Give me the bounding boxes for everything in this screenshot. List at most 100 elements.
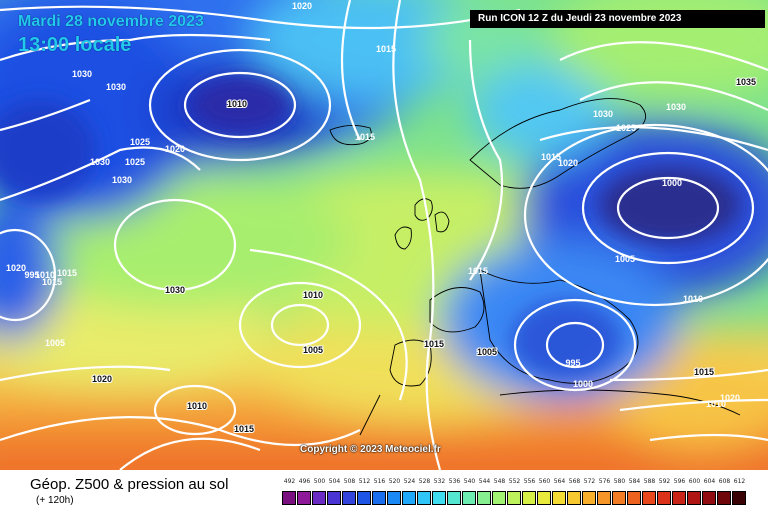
scale-swatch	[687, 491, 701, 505]
isobar-label: 1015	[424, 339, 444, 349]
isobar-label: 1010	[683, 294, 703, 304]
scale-swatch	[342, 491, 356, 505]
scale-swatch	[402, 491, 416, 505]
isobar-label: 1025	[125, 157, 145, 167]
isobar-label: 1010	[303, 290, 323, 300]
isobar-label: 1035	[736, 77, 756, 87]
scale-label: 500	[313, 478, 326, 485]
scale-label: 552	[508, 478, 521, 485]
isobar-label: 1030	[90, 157, 110, 167]
scale-swatch	[702, 491, 716, 505]
scale-swatch	[672, 491, 686, 505]
scale-label: 504	[328, 478, 341, 485]
scale-label: 576	[598, 478, 611, 485]
scale-label: 580	[613, 478, 626, 485]
isobar-label: 1010	[35, 270, 55, 280]
scale-swatch	[312, 491, 326, 505]
isobar-label: 1030	[593, 109, 613, 119]
scale-swatch	[627, 491, 641, 505]
isobar-label: 1020	[6, 263, 26, 273]
isobar-label: 1000	[662, 178, 682, 188]
scale-swatch	[372, 491, 386, 505]
isobar-label: 995	[24, 270, 39, 280]
isobar-label: 1015	[234, 424, 254, 434]
isobar-label: 1020	[720, 393, 740, 403]
scale-label: 544	[478, 478, 491, 485]
isobar-label: 1030	[112, 175, 132, 185]
scale-swatch	[657, 491, 671, 505]
scale-swatch	[597, 491, 611, 505]
scale-label: 512	[358, 478, 371, 485]
scale-label: 556	[523, 478, 536, 485]
scale-swatch	[432, 491, 446, 505]
model-run-info: Run ICON 12 Z du Jeudi 23 novembre 2023	[470, 10, 765, 28]
isobar-label: 1015	[468, 266, 488, 276]
isobar-label: 1015	[355, 132, 375, 142]
scale-swatch	[582, 491, 596, 505]
scale-label: 600	[688, 478, 701, 485]
scale-label: 572	[583, 478, 596, 485]
scale-label: 604	[703, 478, 716, 485]
scale-label: 584	[628, 478, 641, 485]
scale-label: 564	[553, 478, 566, 485]
isobars	[0, 0, 768, 470]
isobar-label: 1020	[92, 374, 112, 384]
scale-swatch	[552, 491, 566, 505]
scale-label: 612	[733, 478, 746, 485]
isobar-label: 1005	[477, 347, 497, 357]
copyright-notice: Copyright © 2023 Meteociel.fr	[300, 444, 441, 455]
isobar-label: 1010	[187, 401, 207, 411]
isobar-label: 1015	[42, 277, 62, 287]
scale-label: 596	[673, 478, 686, 485]
scale-swatch	[717, 491, 731, 505]
forecast-time: 13:00 locale	[18, 34, 132, 56]
scale-label: 496	[298, 478, 311, 485]
isobar-label: 1030	[72, 69, 92, 79]
isobar-label: 1025	[616, 123, 636, 133]
scale-label: 508	[343, 478, 356, 485]
isobar-label: 1010	[227, 99, 247, 109]
scale-label: 532	[433, 478, 446, 485]
coastlines	[329, 98, 741, 436]
scale-label: 536	[448, 478, 461, 485]
scale-swatch	[477, 491, 491, 505]
scale-label: 516	[373, 478, 386, 485]
scale-swatch	[612, 491, 626, 505]
scale-label: 568	[568, 478, 581, 485]
isobar-label: 1005	[303, 345, 323, 355]
scale-swatch	[357, 491, 371, 505]
scale-swatch	[327, 491, 341, 505]
scale-label: 592	[658, 478, 671, 485]
isobar-label: 1020	[292, 1, 312, 11]
forecast-date: Mardi 28 novembre 2023	[18, 13, 204, 30]
scale-swatch	[522, 491, 536, 505]
isobar-label: 1010	[706, 399, 726, 409]
scale-swatch	[537, 491, 551, 505]
isobar-label: 1020	[165, 144, 185, 154]
isobar-label: 1015	[376, 44, 396, 54]
isobar-label: 995	[565, 358, 580, 368]
color-scale: 492 496 500 504 508 512 516 520 524 528 532 536 540 5…	[282, 478, 754, 510]
scale-label: 560	[538, 478, 551, 485]
scale-label: 608	[718, 478, 731, 485]
scale-label: 528	[418, 478, 431, 485]
scale-swatch	[447, 491, 461, 505]
isobar-label: 1030	[165, 285, 185, 295]
legend-title: Géop. Z500 & pression au sol	[30, 476, 229, 493]
isobar-label: 1020	[558, 158, 578, 168]
isobar-label: 1000	[573, 379, 593, 389]
scale-label: 492	[283, 478, 296, 485]
scale-swatch	[567, 491, 581, 505]
scale-swatch	[417, 491, 431, 505]
scale-swatch	[282, 491, 296, 505]
scale-label: 588	[643, 478, 656, 485]
scale-swatch	[297, 491, 311, 505]
isobar-label: 1005	[615, 254, 635, 264]
isobar-label: 1030	[666, 102, 686, 112]
isobar-label: 1030	[106, 82, 126, 92]
scale-swatch	[507, 491, 521, 505]
scale-swatch	[492, 491, 506, 505]
